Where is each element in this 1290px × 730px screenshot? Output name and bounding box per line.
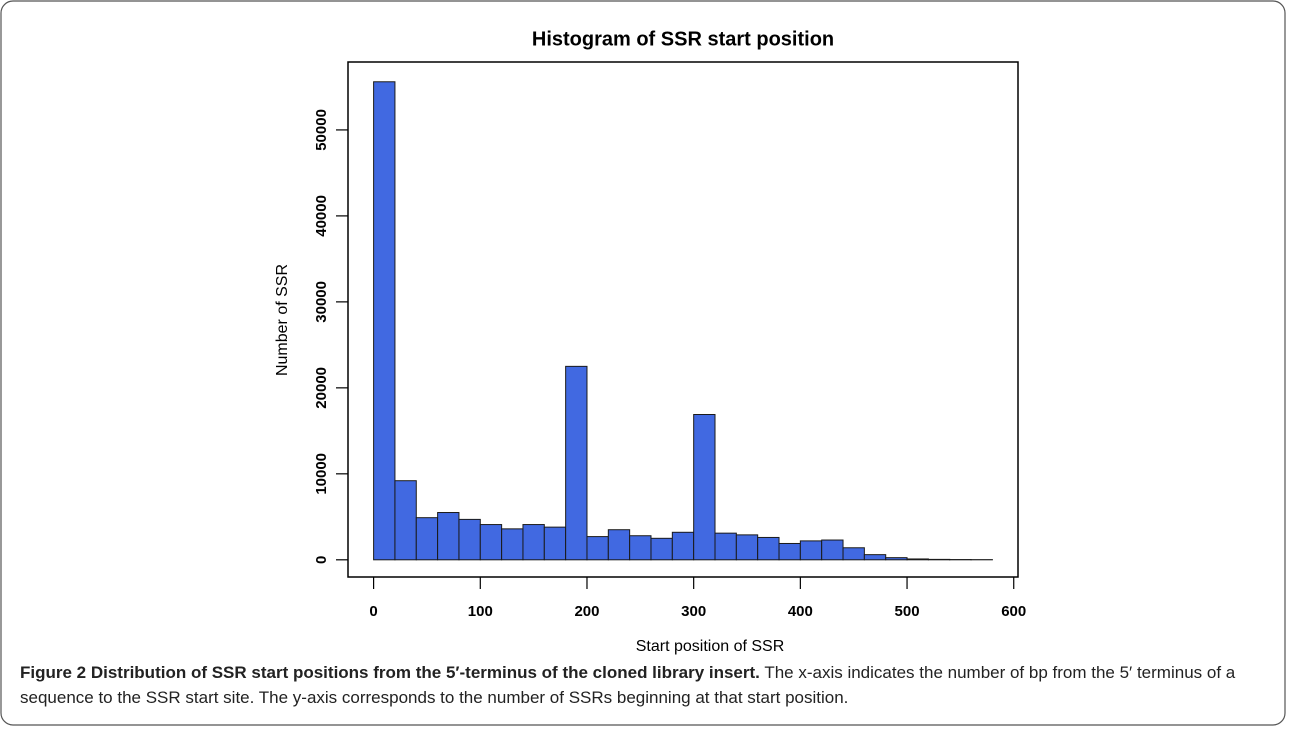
y-tick-label: 50000 bbox=[313, 109, 330, 151]
bar bbox=[842, 547, 865, 561]
x-tick-label: 200 bbox=[574, 603, 599, 620]
bar bbox=[415, 517, 439, 561]
bar bbox=[479, 524, 503, 561]
bar bbox=[586, 536, 609, 561]
bar bbox=[458, 518, 481, 561]
bar bbox=[501, 528, 524, 561]
plot-frame bbox=[347, 61, 1019, 578]
x-tick-label: 400 bbox=[788, 603, 813, 620]
x-tick-label: 0 bbox=[369, 603, 377, 620]
y-tick-label: 10000 bbox=[313, 453, 330, 495]
bar bbox=[650, 537, 673, 561]
x-axis-label: Start position of SSR bbox=[636, 638, 785, 655]
y-axis-label: Number of SSR bbox=[274, 264, 291, 376]
bar bbox=[565, 365, 588, 561]
bar bbox=[885, 557, 908, 561]
bar bbox=[799, 540, 823, 561]
y-tick-label: 30000 bbox=[313, 281, 330, 323]
bar bbox=[757, 536, 780, 561]
bar bbox=[906, 558, 929, 561]
caption-title: Figure 2 Distribution of SSR start posit… bbox=[20, 663, 760, 682]
caption-text: The x-axis indicates the number of bp fr… bbox=[20, 663, 1236, 707]
x-tick-label: 600 bbox=[1001, 603, 1026, 620]
bar bbox=[714, 532, 737, 561]
y-tick-label: 0 bbox=[313, 556, 330, 564]
x-tick-label: 300 bbox=[681, 603, 706, 620]
x-tick-label: 100 bbox=[468, 603, 493, 620]
bar bbox=[735, 534, 759, 561]
bar bbox=[693, 414, 716, 561]
bar bbox=[543, 526, 567, 561]
chart-title: Histogram of SSR start position bbox=[532, 28, 834, 50]
bar bbox=[437, 512, 460, 561]
bar bbox=[607, 529, 631, 561]
bar bbox=[778, 542, 801, 561]
bar bbox=[821, 539, 844, 561]
bar bbox=[671, 531, 695, 561]
y-tick-label: 20000 bbox=[313, 367, 330, 409]
bar bbox=[373, 81, 396, 561]
bar bbox=[522, 524, 545, 561]
bar bbox=[629, 535, 652, 561]
x-tick-label: 500 bbox=[895, 603, 920, 620]
bar bbox=[863, 554, 887, 561]
caption: Figure 2 Distribution of SSR start posit… bbox=[20, 660, 1270, 710]
bar bbox=[394, 480, 417, 561]
y-tick-label: 40000 bbox=[313, 195, 330, 237]
